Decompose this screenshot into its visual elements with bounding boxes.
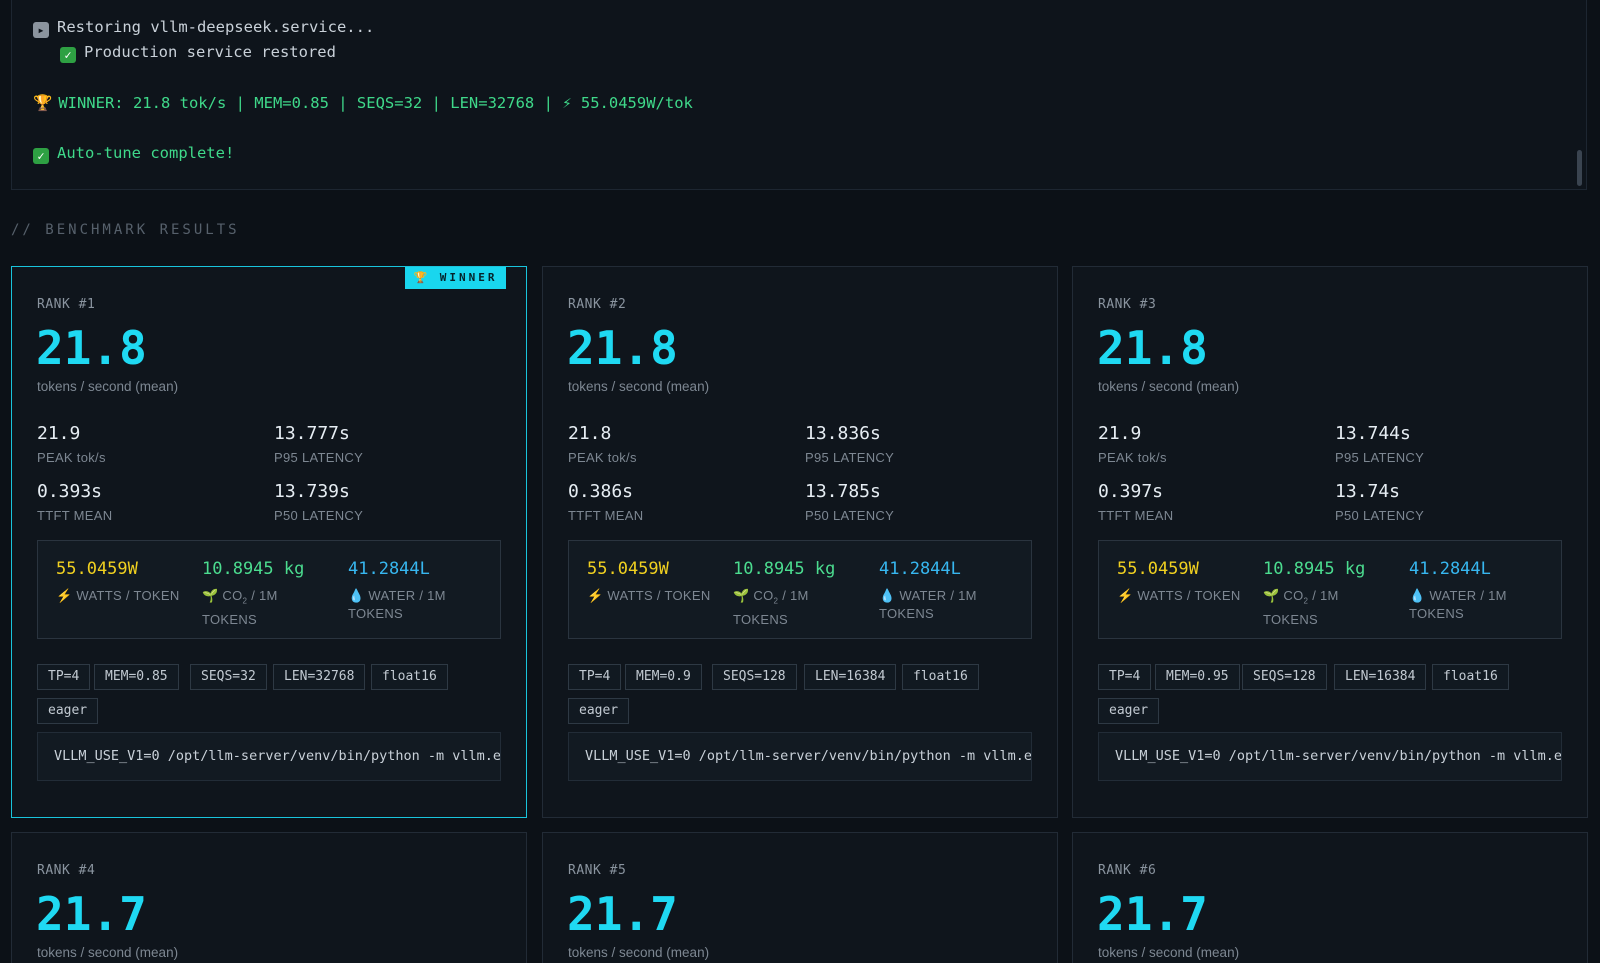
- terminal-output: ▸ Restoring vllm-deepseek.service... ✓ Pro…: [11, 0, 1587, 190]
- tokens-per-second: 21.7: [567, 887, 678, 941]
- config-tag: MEM=0.85: [94, 664, 179, 690]
- config-tag: eager: [1098, 698, 1160, 724]
- lightning-icon: ⚡: [56, 588, 73, 603]
- p50-stat: 13.74s P50 LATENCY: [1335, 481, 1425, 523]
- check-icon: ✓: [60, 47, 76, 63]
- config-tag: float16: [1432, 664, 1509, 690]
- droplet-icon: 💧: [879, 588, 896, 603]
- section-title: // BENCHMARK RESULTS: [11, 222, 240, 238]
- console-line: ✓ Production service restored: [60, 43, 336, 63]
- scrollbar[interactable]: [1577, 150, 1582, 186]
- lightning-icon: ⚡: [1117, 588, 1134, 603]
- co2-metric: 10.8945 kg 🌱 CO2 / 1M TOKENS: [202, 559, 305, 627]
- tokens-per-second: 21.8: [1097, 321, 1208, 375]
- ttft-stat: 0.393s TTFT MEAN: [37, 481, 113, 523]
- config-tag: eager: [568, 698, 630, 724]
- config-tag: MEM=0.9: [625, 664, 702, 690]
- result-card[interactable]: RANK #6 21.7 tokens / second (mean): [1072, 832, 1588, 963]
- watts-metric: 55.0459W ⚡ WATTS / TOKEN: [587, 559, 711, 603]
- p50-stat: 13.785s P50 LATENCY: [805, 481, 895, 523]
- sprout-icon: 🌱: [733, 588, 750, 603]
- rank-label: RANK #2: [568, 297, 627, 312]
- config-tag: SEQS=128: [712, 664, 797, 690]
- p95-stat: 13.777s P95 LATENCY: [274, 423, 364, 465]
- environment-panel: 55.0459W ⚡ WATTS / TOKEN 10.8945 kg 🌱 CO2 …: [1098, 540, 1562, 639]
- sprout-icon: 🌱: [1263, 588, 1280, 603]
- lightning-icon: ⚡: [587, 588, 604, 603]
- rank-label: RANK #1: [37, 297, 96, 312]
- tokens-per-second: 21.8: [36, 321, 147, 375]
- result-card[interactable]: RANK #4 21.7 tokens / second (mean): [11, 832, 527, 963]
- rank-label: RANK #5: [568, 863, 627, 878]
- result-card[interactable]: RANK #2 21.8 tokens / second (mean) 21.8…: [542, 266, 1058, 818]
- p95-stat: 13.744s P95 LATENCY: [1335, 423, 1425, 465]
- environment-panel: 55.0459W ⚡ WATTS / TOKEN 10.8945 kg 🌱 CO2 …: [568, 540, 1032, 639]
- peak-stat: 21.8 PEAK tok/s: [568, 423, 637, 465]
- water-metric: 41.2844L 💧 WATER / 1M TOKENS: [1409, 559, 1507, 621]
- console-line: ✓ Auto-tune complete!: [33, 144, 234, 164]
- config-tag: LEN=16384: [804, 664, 897, 690]
- config-tag: SEQS=32: [190, 664, 267, 690]
- tokens-per-second-label: tokens / second (mean): [1098, 379, 1240, 394]
- tokens-per-second-label: tokens / second (mean): [37, 379, 179, 394]
- tokens-per-second-label: tokens / second (mean): [568, 945, 710, 960]
- trophy-icon: 🏆: [33, 94, 53, 112]
- tokens-per-second: 21.7: [1097, 887, 1208, 941]
- ttft-stat: 0.397s TTFT MEAN: [1098, 481, 1174, 523]
- config-tag: MEM=0.95: [1155, 664, 1240, 690]
- config-tag: TP=4: [37, 664, 91, 690]
- water-metric: 41.2844L 💧 WATER / 1M TOKENS: [879, 559, 977, 621]
- co2-metric: 10.8945 kg 🌱 CO2 / 1M TOKENS: [733, 559, 836, 627]
- droplet-icon: 💧: [1409, 588, 1426, 603]
- config-tag: float16: [902, 664, 979, 690]
- tokens-per-second-label: tokens / second (mean): [37, 945, 179, 960]
- co2-metric: 10.8945 kg 🌱 CO2 / 1M TOKENS: [1263, 559, 1366, 627]
- ttft-stat: 0.386s TTFT MEAN: [568, 481, 644, 523]
- rank-label: RANK #4: [37, 863, 96, 878]
- sprout-icon: 🌱: [202, 588, 219, 603]
- config-tag: LEN=16384: [1334, 664, 1427, 690]
- config-tag: eager: [37, 698, 99, 724]
- config-tag: TP=4: [1098, 664, 1152, 690]
- console-line: ▸ Restoring vllm-deepseek.service...: [33, 18, 374, 38]
- rank-label: RANK #3: [1098, 297, 1157, 312]
- watts-metric: 55.0459W ⚡ WATTS / TOKEN: [1117, 559, 1241, 603]
- water-metric: 41.2844L 💧 WATER / 1M TOKENS: [348, 559, 446, 621]
- winner-badge: 🏆 WINNER: [405, 267, 506, 289]
- console-winner-line: 🏆 WINNER: 21.8 tok/s | MEM=0.85 | SEQS=32…: [33, 94, 693, 112]
- peak-stat: 21.9 PEAK tok/s: [37, 423, 106, 465]
- rank-label: RANK #6: [1098, 863, 1157, 878]
- config-tag: LEN=32768: [273, 664, 366, 690]
- tokens-per-second: 21.8: [567, 321, 678, 375]
- watts-metric: 55.0459W ⚡ WATTS / TOKEN: [56, 559, 180, 603]
- tokens-per-second-label: tokens / second (mean): [1098, 945, 1240, 960]
- config-tag: TP=4: [568, 664, 622, 690]
- result-card[interactable]: 🏆 WINNER RANK #1 21.8 tokens / second (m…: [11, 266, 527, 818]
- play-icon: ▸: [33, 22, 49, 38]
- command-line[interactable]: VLLM_USE_V1=0 /opt/llm-server/venv/bin/p…: [37, 732, 501, 781]
- command-line[interactable]: VLLM_USE_V1=0 /opt/llm-server/venv/bin/p…: [568, 732, 1032, 781]
- config-tag: float16: [371, 664, 448, 690]
- peak-stat: 21.9 PEAK tok/s: [1098, 423, 1167, 465]
- droplet-icon: 💧: [348, 588, 365, 603]
- p95-stat: 13.836s P95 LATENCY: [805, 423, 895, 465]
- result-card[interactable]: RANK #3 21.8 tokens / second (mean) 21.9…: [1072, 266, 1588, 818]
- trophy-icon: 🏆: [413, 271, 440, 284]
- environment-panel: 55.0459W ⚡ WATTS / TOKEN 10.8945 kg 🌱 CO2 …: [37, 540, 501, 639]
- tokens-per-second: 21.7: [36, 887, 147, 941]
- result-card[interactable]: RANK #5 21.7 tokens / second (mean): [542, 832, 1058, 963]
- p50-stat: 13.739s P50 LATENCY: [274, 481, 364, 523]
- config-tag: SEQS=128: [1242, 664, 1327, 690]
- tokens-per-second-label: tokens / second (mean): [568, 379, 710, 394]
- command-line[interactable]: VLLM_USE_V1=0 /opt/llm-server/venv/bin/p…: [1098, 732, 1562, 781]
- check-icon: ✓: [33, 148, 49, 164]
